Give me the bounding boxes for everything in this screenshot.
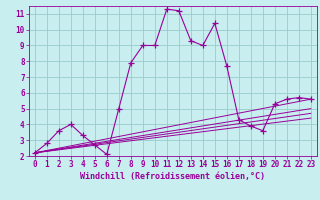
- X-axis label: Windchill (Refroidissement éolien,°C): Windchill (Refroidissement éolien,°C): [80, 172, 265, 181]
